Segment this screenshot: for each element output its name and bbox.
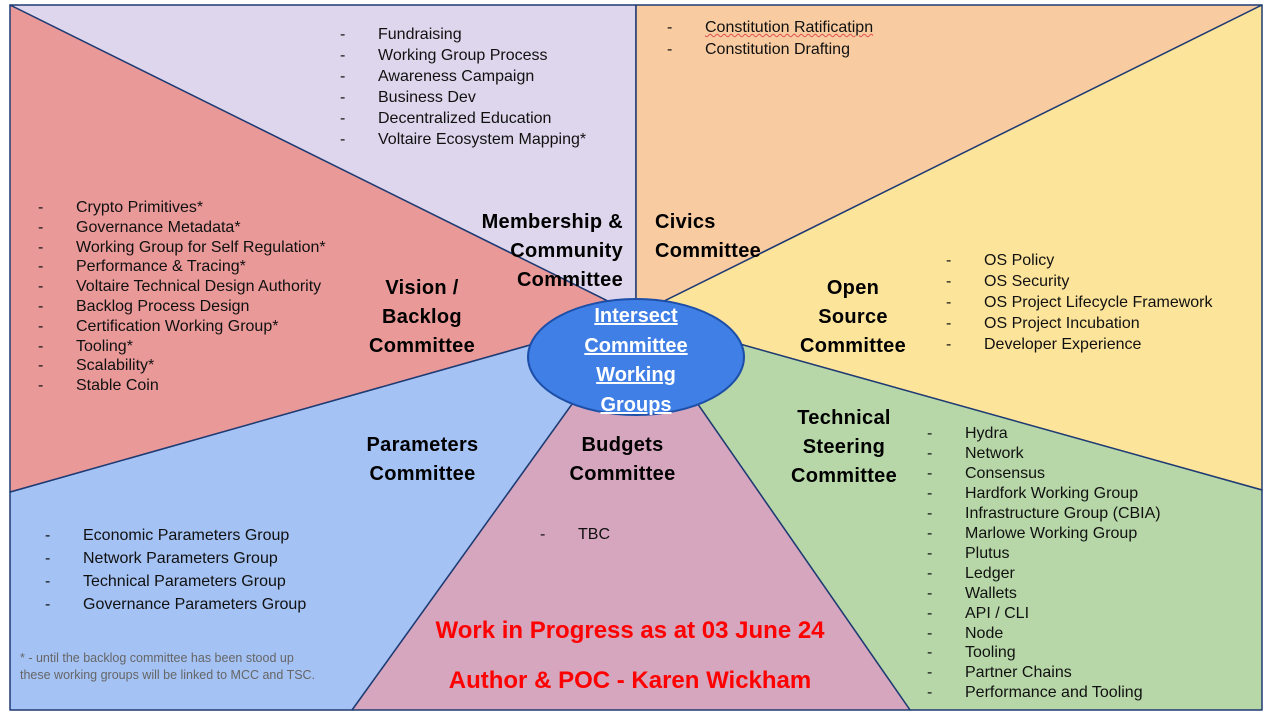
center-line: Committee [584, 334, 688, 357]
list-item: Working Group Process [340, 45, 586, 66]
membership-committee-title: Membership & Community Committee [465, 208, 623, 295]
list-item: Governance Metadata* [38, 218, 326, 238]
list-item: Plutus [927, 544, 1161, 564]
title-line: Technical [797, 407, 891, 429]
list-item: Technical Parameters Group [45, 570, 306, 593]
list-item: Stable Coin [38, 376, 326, 396]
list-item: Voltaire Ecosystem Mapping* [340, 129, 586, 150]
technical-steering-working-groups: Hydra Network Consensus Hardfork Working… [927, 424, 1161, 703]
parameters-working-groups: Economic Parameters Group Network Parame… [45, 524, 306, 616]
center-line: Intersect [594, 305, 678, 327]
parameters-committee-title: Parameters Committee [360, 431, 485, 489]
list-item: Developer Experience [946, 334, 1213, 355]
title-line: Vision / [385, 277, 459, 299]
list-item: Hardfork Working Group [927, 484, 1161, 504]
list-item: Performance & Tracing* [38, 257, 326, 277]
list-item: Ledger [927, 564, 1161, 584]
title-line: Committee [655, 240, 762, 262]
list-item: Hydra [927, 424, 1161, 444]
list-item: Backlog Process Design [38, 297, 326, 317]
title-line: Committee [790, 465, 898, 487]
work-in-progress-banner: Work in Progress as at 03 June 24 [435, 617, 825, 644]
list-item: Marlowe Working Group [927, 524, 1161, 544]
list-item: Network Parameters Group [45, 547, 306, 570]
list-item: Awareness Campaign [340, 66, 586, 87]
vision-backlog-committee-title: Vision / Backlog Committee [362, 274, 482, 361]
list-item: Network [927, 444, 1161, 464]
list-item: Decentralized Education [340, 108, 586, 129]
list-item: Constitution Ratificatipn [667, 17, 873, 39]
list-item: Tooling [927, 643, 1161, 663]
list-item: Partner Chains [927, 663, 1161, 683]
title-line: Backlog [382, 306, 462, 328]
budgets-committee-title: Budgets Committee [560, 431, 685, 489]
title-line: Parameters [366, 434, 479, 456]
list-item: OS Policy [946, 250, 1213, 271]
center-line: Groups [600, 393, 672, 416]
title-line: Budgets [581, 434, 664, 456]
list-item: OS Project Lifecycle Framework [946, 292, 1213, 313]
technical-steering-committee-title: Technical Steering Committee [784, 404, 904, 491]
title-line: Civics [655, 211, 716, 233]
list-item: Performance and Tooling [927, 683, 1161, 703]
title-line: Committee [368, 335, 476, 357]
title-line: Committee [369, 463, 476, 485]
open-source-committee-title: Open Source Committee [793, 274, 913, 361]
list-item: Node [927, 624, 1161, 644]
budgets-working-groups: TBC [540, 524, 610, 545]
list-item: Fundraising [340, 24, 586, 45]
center-hub [527, 298, 745, 416]
author-banner: Author & POC - Karen Wickham [448, 667, 812, 694]
list-item: Working Group for Self Regulation* [38, 238, 326, 258]
list-item: Voltaire Technical Design Authority [38, 277, 326, 297]
list-item-text: Constitution Ratificatipn [705, 19, 874, 36]
center-hub-label: Intersect Committee Working Groups [560, 302, 712, 420]
list-item: Constitution Drafting [667, 39, 873, 61]
list-item: Scalability* [38, 356, 326, 376]
list-item: Infrastructure Group (CBIA) [927, 504, 1161, 524]
open-source-working-groups: OS Policy OS Security OS Project Lifecyc… [946, 250, 1213, 355]
title-line: Source [818, 306, 888, 328]
title-line: Steering [802, 436, 886, 458]
list-item: Business Dev [340, 87, 586, 108]
title-line: Committee [569, 463, 676, 485]
civics-committee-title: Civics Committee [655, 208, 761, 266]
center-line: Working [596, 364, 676, 386]
civics-working-groups: Constitution Ratificatipn Constitution D… [667, 17, 873, 60]
vision-backlog-working-groups: Crypto Primitives* Governance Metadata* … [38, 198, 326, 396]
list-item: OS Security [946, 271, 1213, 292]
title-line: Open [826, 277, 880, 299]
list-item: Economic Parameters Group [45, 524, 306, 547]
footnote: * - until the backlog committee has been… [20, 651, 316, 682]
membership-working-groups: Fundraising Working Group Process Awaren… [340, 24, 586, 150]
list-item: OS Project Incubation [946, 313, 1213, 334]
list-item: Certification Working Group* [38, 317, 326, 337]
list-item: Crypto Primitives* [38, 198, 326, 218]
title-line: Community [510, 240, 623, 262]
title-line: Committee [516, 269, 623, 291]
list-item: TBC [540, 524, 610, 545]
list-item: Wallets [927, 584, 1161, 604]
list-item: Consensus [927, 464, 1161, 484]
list-item: API / CLI [927, 604, 1161, 624]
list-item: Tooling* [38, 337, 326, 357]
title-line: Committee [799, 335, 907, 357]
list-item: Governance Parameters Group [45, 593, 306, 616]
title-line: Membership & [481, 211, 623, 233]
